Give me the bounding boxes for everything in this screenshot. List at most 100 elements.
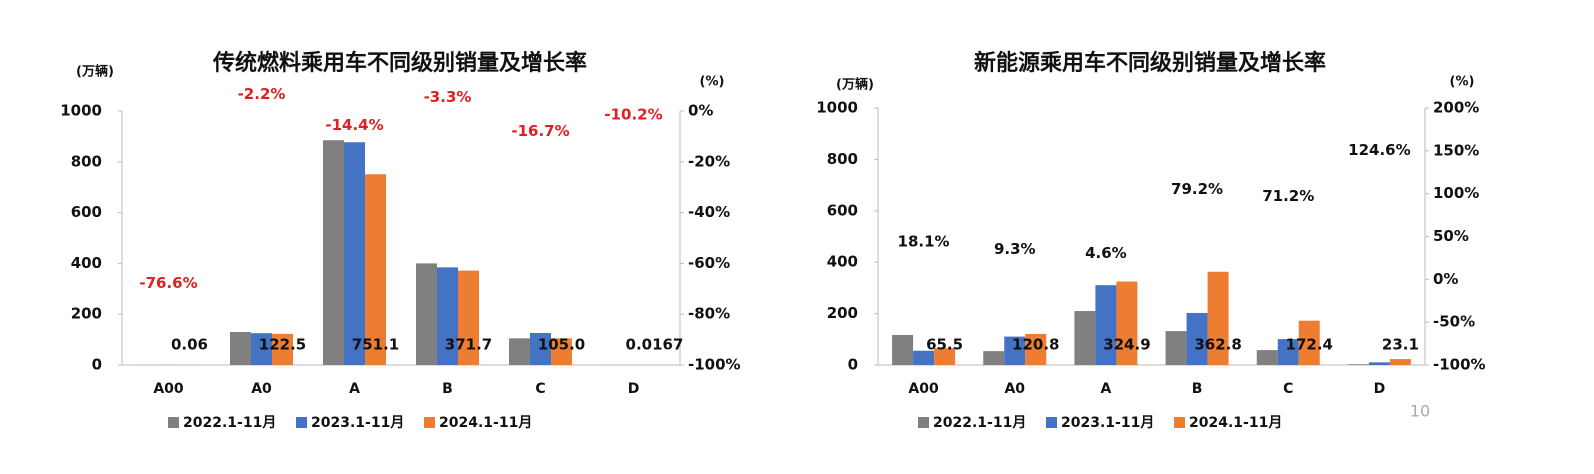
x-tick-label: A00 xyxy=(153,381,184,397)
y2-axis-unit: (%) xyxy=(1450,75,1475,90)
bar xyxy=(344,142,365,365)
y-tick-label: 400 xyxy=(827,253,858,271)
growth-label: -10.2% xyxy=(604,105,662,123)
bar xyxy=(1116,281,1138,365)
bar xyxy=(1074,311,1096,365)
bar xyxy=(1095,285,1117,365)
bar xyxy=(251,333,272,365)
y2-tick-label: -60% xyxy=(688,254,730,272)
y2-tick-label: -100% xyxy=(688,356,741,374)
growth-label: 79.2% xyxy=(1171,180,1223,198)
growth-label: 124.6% xyxy=(1348,141,1410,159)
x-tick-label: C xyxy=(535,381,545,397)
y2-tick-label: -40% xyxy=(688,203,730,221)
bar xyxy=(458,270,479,365)
y2-tick-label: -50% xyxy=(1433,313,1475,331)
legend-swatch xyxy=(1046,417,1057,428)
chart-title: 传统燃料乘用车不同级别销量及增长率 xyxy=(212,50,587,76)
y2-tick-label: -100% xyxy=(1433,356,1486,374)
bar xyxy=(1347,364,1369,365)
bar xyxy=(551,338,572,365)
value-label: 120.8 xyxy=(1012,336,1059,354)
bar xyxy=(509,338,530,365)
x-tick-label: A0 xyxy=(251,381,272,397)
bar xyxy=(323,140,344,365)
bar xyxy=(530,332,551,365)
bar xyxy=(230,331,251,365)
growth-label: -14.4% xyxy=(325,116,383,134)
value-label: 324.9 xyxy=(1103,336,1150,354)
value-label: 0.0167 xyxy=(626,336,684,354)
bar xyxy=(983,351,1005,365)
y-tick-label: 0 xyxy=(848,356,858,374)
bar xyxy=(437,267,458,365)
value-label: 65.5 xyxy=(926,336,963,354)
y-axis-unit: (万辆) xyxy=(76,64,114,80)
y-tick-label: 0 xyxy=(92,356,102,374)
y-tick-label: 200 xyxy=(827,304,858,322)
value-label: 751.1 xyxy=(352,336,399,354)
value-label: 172.4 xyxy=(1286,336,1333,354)
legend-swatch xyxy=(918,417,929,428)
growth-label: -16.7% xyxy=(511,122,569,140)
value-label: 105.0 xyxy=(538,336,585,354)
legend-label: 2023.1-11月 xyxy=(311,415,404,431)
bar xyxy=(934,348,956,365)
x-tick-label: C xyxy=(1283,381,1293,397)
y-tick-label: 200 xyxy=(71,305,102,323)
x-tick-label: D xyxy=(1374,381,1386,397)
y-axis-unit: (万辆) xyxy=(836,77,874,93)
y-tick-label: 400 xyxy=(71,254,102,272)
y2-tick-label: 100% xyxy=(1433,184,1479,202)
x-tick-label: B xyxy=(1192,381,1203,397)
x-tick-label: D xyxy=(628,381,640,397)
y-tick-label: 1000 xyxy=(816,99,858,117)
page-number: 10 xyxy=(1410,402,1430,421)
y2-tick-label: 0% xyxy=(688,102,713,120)
bar xyxy=(892,334,914,365)
x-tick-label: B xyxy=(442,381,453,397)
legend-label: 2024.1-11月 xyxy=(1189,415,1282,431)
value-label: 362.8 xyxy=(1194,336,1241,354)
legend-swatch xyxy=(168,417,179,428)
bar xyxy=(913,350,935,365)
bar xyxy=(416,263,437,365)
y2-tick-label: 0% xyxy=(1433,270,1458,288)
growth-label: -2.2% xyxy=(238,85,286,103)
legend-label: 2024.1-11月 xyxy=(439,415,532,431)
x-tick-label: A00 xyxy=(908,381,939,397)
growth-label: 4.6% xyxy=(1085,244,1127,262)
value-label: 0.06 xyxy=(171,336,208,354)
y2-tick-label: 150% xyxy=(1433,141,1479,159)
y-tick-label: 800 xyxy=(71,152,102,170)
growth-label: 9.3% xyxy=(994,240,1036,258)
bar xyxy=(365,174,386,365)
legend-label: 2023.1-11月 xyxy=(1061,415,1154,431)
value-label: 23.1 xyxy=(1382,336,1419,354)
bar xyxy=(1389,359,1411,365)
value-label: 122.5 xyxy=(259,336,306,354)
bar xyxy=(1207,271,1229,365)
bar xyxy=(1165,331,1187,365)
y2-tick-label: 50% xyxy=(1433,227,1469,245)
legend-swatch xyxy=(1174,417,1185,428)
legend-swatch xyxy=(424,417,435,428)
y2-tick-label: -80% xyxy=(688,305,730,323)
bar xyxy=(1004,336,1026,365)
bar xyxy=(272,333,293,365)
chart-title: 新能源乘用车不同级别销量及增长率 xyxy=(974,50,1326,76)
y2-tick-label: 200% xyxy=(1433,99,1479,117)
y-tick-label: 800 xyxy=(827,150,858,168)
x-tick-label: A0 xyxy=(1004,381,1025,397)
growth-label: 18.1% xyxy=(898,232,950,250)
x-tick-label: A xyxy=(1100,381,1111,397)
legend-label: 2022.1-11月 xyxy=(933,415,1026,431)
bar xyxy=(1025,333,1047,365)
legend-swatch xyxy=(296,417,307,428)
value-label: 371.7 xyxy=(445,336,492,354)
y-tick-label: 600 xyxy=(827,201,858,219)
bar xyxy=(1256,350,1278,365)
bar xyxy=(1298,320,1320,365)
growth-label: -76.6% xyxy=(139,274,197,292)
